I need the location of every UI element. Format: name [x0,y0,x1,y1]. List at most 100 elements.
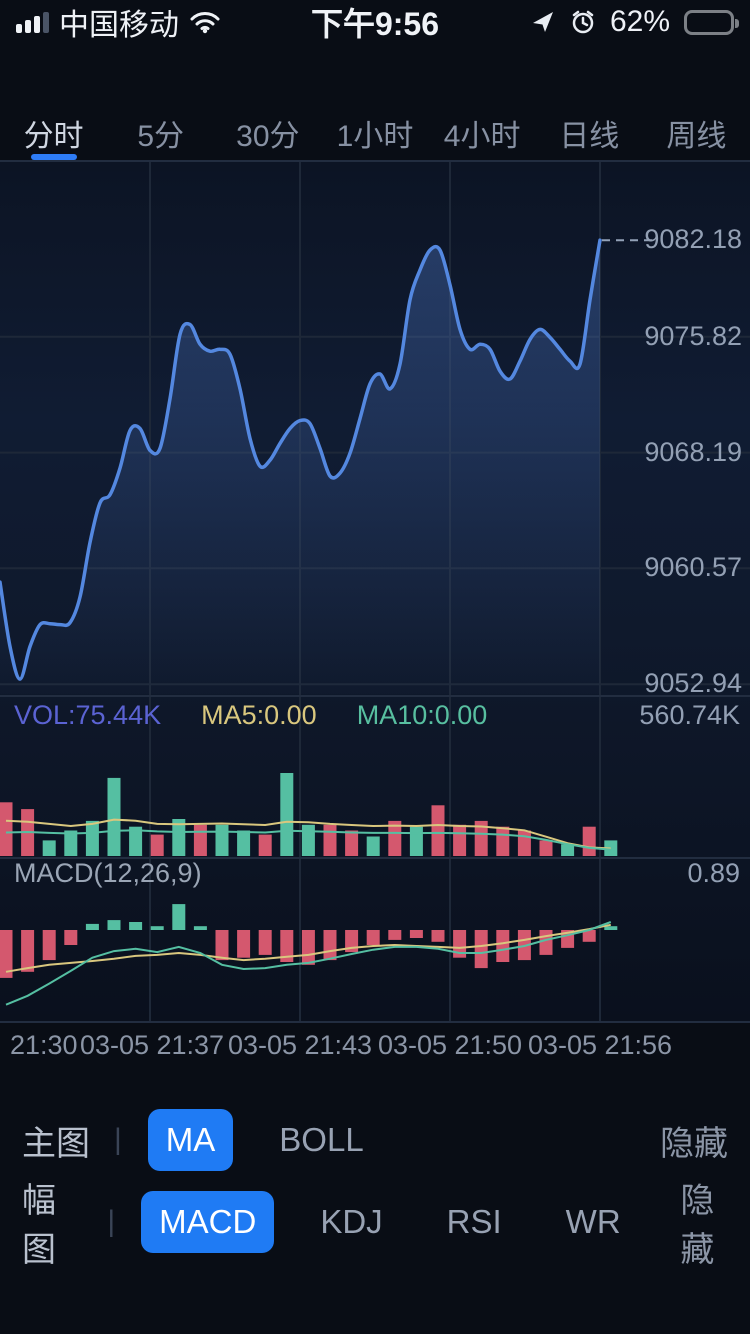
ma-button[interactable]: MA [147,1109,234,1171]
tab-4hour[interactable]: 4小时 [443,120,521,153]
price-axis-label: 9075.82 [644,321,742,351]
time-axis-label: 21:30 [10,1030,78,1060]
volume-bar [345,830,359,856]
boll-button[interactable]: BOLL [261,1109,381,1171]
price-axis-label: 9052.94 [644,668,742,698]
macd-dif-line [5,921,612,1006]
macd-bar [21,930,35,972]
tab-daily[interactable]: 日线 [559,120,620,153]
tab-fenshi[interactable]: 分时 [0,104,107,162]
main-chart-label: 主图 [22,1124,90,1163]
main-indicator-row: 主图 | MA BOLL 隐藏 [0,1100,750,1180]
price-area-fill [0,240,600,694]
macd-bar [172,904,186,930]
volume-bar [409,826,423,856]
macd-bar [193,926,207,930]
macd-bar [301,930,315,965]
time-axis-label: 03-05 21:43 [227,1030,373,1060]
tab-5min[interactable]: 5分 [137,120,185,153]
macd-bar [237,930,251,958]
macd-bar [129,922,143,930]
macd-bar [42,930,56,961]
volume-bar [582,826,596,856]
location-arrow-icon [532,12,553,32]
volume-bar [237,830,251,856]
macd-bar [150,926,164,930]
tab-30min[interactable]: 30分 [236,120,300,153]
macd-bar [215,930,229,961]
volume-bar [0,802,13,856]
volume-bar [107,777,121,856]
macd-bar [0,930,13,978]
macd-bar [388,930,402,940]
volume-bar [323,824,337,856]
macd-dea-line [5,923,611,973]
macd-bar [539,930,553,955]
volume-bar [301,824,315,856]
rsi-button[interactable]: RSI [429,1191,520,1253]
divider: | [107,1205,116,1238]
macd-scale-label: 0.89 [687,858,740,888]
volume-bar [431,805,445,856]
macd-bar [496,930,510,962]
battery-percent-label: 62% [609,5,670,38]
carrier-label: 中国移动 [59,9,179,42]
macd-bar [64,930,78,945]
status-bar: 中国移动 下午9:56 62% [0,0,750,44]
volume-bar [474,820,488,856]
macd-bar [107,920,121,930]
macd-bar [604,926,618,930]
timeframe-tabs: 分时 5分 30分 1小时 4小时 日线 周线 [0,104,750,162]
alarm-clock-icon [572,10,594,34]
volume-bar [453,824,467,856]
macd-button[interactable]: MACD [141,1191,275,1253]
volume-bar [85,820,99,856]
time-axis-label: 03-05 21:50 [377,1030,523,1060]
sub-chart-label: 幅图 [22,1182,56,1269]
price-axis-label: 9060.57 [644,552,742,582]
volume-bar [150,834,164,856]
volume-bar [64,830,78,856]
clock-time-label: 下午9:56 [310,6,440,42]
macd-legend: MACD(12,26,9) 0.89 [14,858,740,889]
volume-bar [172,819,186,856]
volume-bar [517,830,531,856]
volume-bar [42,840,56,856]
volume-bar [561,844,575,856]
wifi-icon [190,12,220,34]
vol-value-label: VOL:75.44K [14,700,162,730]
macd-bar [280,930,294,962]
macd-bar [366,930,380,945]
tab-1hour[interactable]: 1小时 [336,120,414,153]
price-axis-label: 9082.18 [644,224,742,254]
volume-bar [129,826,143,856]
volume-bar [193,824,207,856]
macd-bar [258,930,272,955]
tab-weekly[interactable]: 周线 [666,120,727,153]
wr-button[interactable]: WR [548,1191,639,1253]
battery-icon [684,9,739,35]
macd-title-label: MACD(12,26,9) [14,858,202,888]
volume-ma5-line [5,818,611,850]
macd-bar [474,930,488,969]
time-axis-label: 03-05 21:56 [527,1030,673,1060]
volume-scale-label: 560.74K [639,700,740,730]
volume-bar [280,773,294,856]
ma10-value-label: MA10:0.00 [356,700,488,730]
cell-signal-icon [16,11,49,33]
kdj-button[interactable]: KDJ [302,1191,400,1253]
macd-bar [345,930,359,953]
volume-bar [496,826,510,856]
hide-sub-button[interactable]: 隐藏 [667,1173,728,1271]
volume-bar [215,824,229,856]
ma5-value-label: MA5:0.00 [201,700,317,730]
volume-legend: VOL:75.44K MA5:0.00 MA10:0.00 560.74K [14,700,740,731]
volume-bar [366,836,380,856]
sub-indicator-row: 幅图 | MACD KDJ RSI WR 隐藏 [0,1182,750,1269]
hide-main-button[interactable]: 隐藏 [660,1116,728,1165]
macd-bar [323,930,337,961]
price-axis-label: 9068.19 [644,437,742,467]
volume-ma10-line [5,829,611,851]
price-line [0,238,602,681]
